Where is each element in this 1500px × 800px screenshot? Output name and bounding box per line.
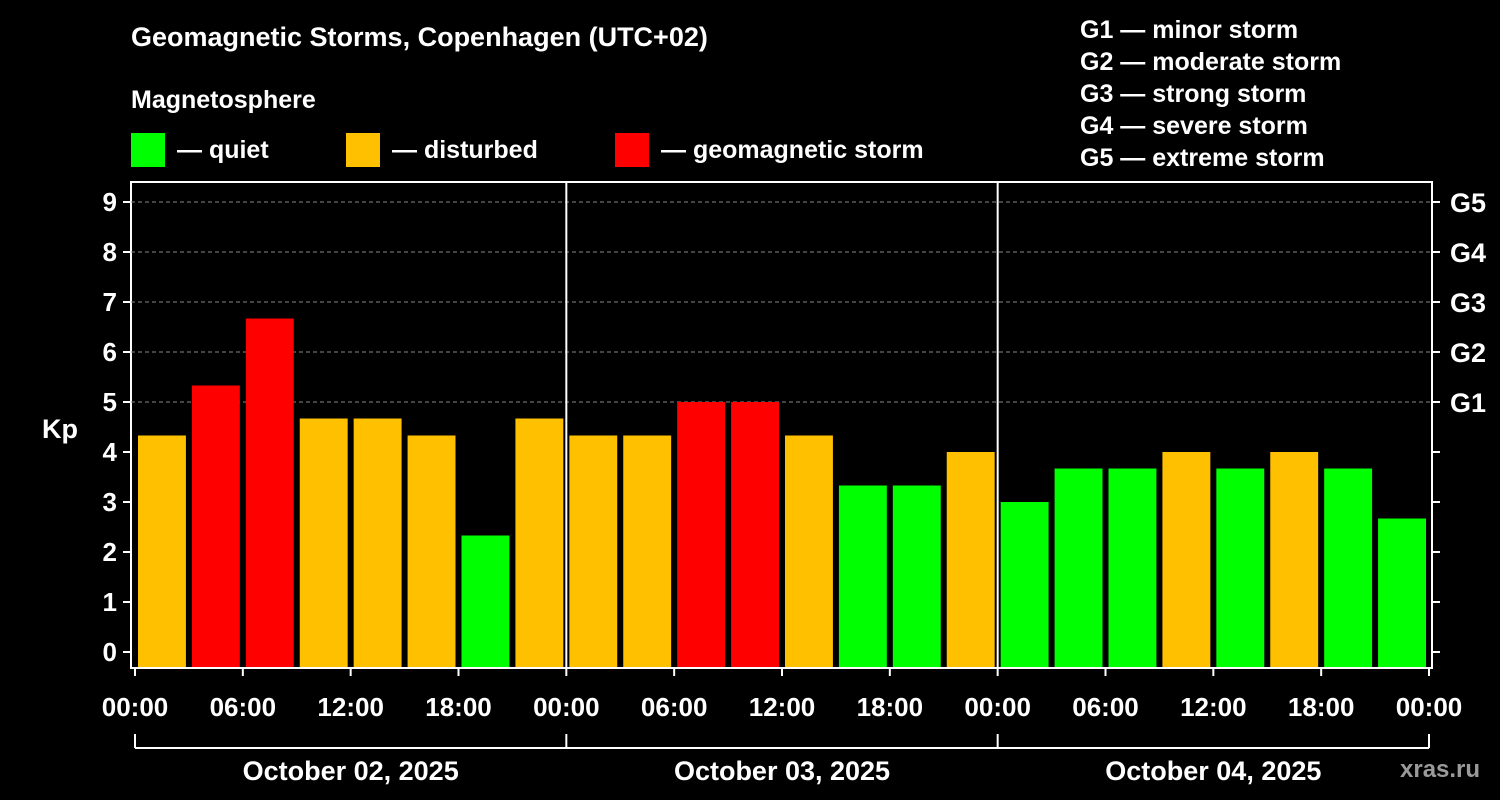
kp-bar-15 — [946, 452, 995, 667]
kp-bar-13 — [838, 485, 887, 667]
y-axis-label: Kp — [42, 414, 78, 444]
legend-label-quiet: — quiet — [177, 135, 269, 164]
kp-bar-8 — [569, 435, 618, 667]
kp-bar-10 — [677, 402, 726, 667]
kp-bar-22 — [1324, 468, 1373, 667]
day-label-1: October 03, 2025 — [674, 756, 890, 786]
g-legend-g2: G2 — moderate storm — [1080, 48, 1342, 76]
kp-bar-12 — [785, 435, 833, 667]
g-label-g3: G3 — [1450, 288, 1486, 318]
x-tick-label-4: 00:00 — [533, 692, 600, 722]
x-tick-label-10: 12:00 — [1180, 692, 1247, 722]
legend-label-disturbed: — disturbed — [392, 135, 538, 164]
y-tick-label-9: 9 — [103, 187, 117, 217]
kp-bar-4 — [353, 418, 402, 667]
x-tick-label-3: 18:00 — [425, 692, 492, 722]
x-tick-label-11: 18:00 — [1288, 692, 1355, 722]
g-label-g4: G4 — [1450, 238, 1486, 268]
kp-bar-0 — [138, 435, 186, 667]
kp-bar-18 — [1108, 468, 1157, 667]
legend-swatch-disturbed — [346, 133, 380, 167]
kp-bar-7 — [515, 418, 564, 667]
x-tick-label-9: 06:00 — [1072, 692, 1139, 722]
kp-bar-20 — [1216, 468, 1265, 667]
legend-quiet: — quiet — [131, 133, 269, 167]
y-tick-label-1: 1 — [103, 587, 117, 617]
g-legend-g3: G3 — strong storm — [1080, 80, 1307, 108]
kp-bar-17 — [1054, 468, 1103, 667]
kp-bar-6 — [461, 535, 510, 667]
y-tick-label-2: 2 — [103, 537, 117, 567]
kp-bar-1 — [191, 385, 240, 667]
kp-bar-14 — [892, 485, 941, 667]
g-scale-legend: G1 — minor storm G2 — moderate storm G3 … — [1080, 14, 1341, 174]
y-tick-label-6: 6 — [103, 337, 117, 367]
kp-bar-16 — [1000, 502, 1049, 667]
kp-bar-23 — [1378, 518, 1426, 667]
x-tick-label-5: 06:00 — [641, 692, 708, 722]
kp-bar-3 — [299, 418, 348, 667]
y-tick-label-8: 8 — [103, 237, 117, 267]
x-tick-label-6: 12:00 — [749, 692, 816, 722]
y-tick-label-4: 4 — [103, 437, 118, 467]
legend-disturbed: — disturbed — [346, 133, 538, 167]
kp-bar-9 — [623, 435, 672, 667]
day-label-0: October 02, 2025 — [243, 756, 459, 786]
day-label-2: October 04, 2025 — [1105, 756, 1321, 786]
kp-bar-21 — [1270, 452, 1319, 667]
legend-swatch-storm — [615, 133, 649, 167]
x-tick-label-2: 12:00 — [317, 692, 384, 722]
x-tick-label-8: 00:00 — [964, 692, 1031, 722]
x-tick-label-7: 18:00 — [857, 692, 924, 722]
kp-bar-2 — [245, 318, 294, 667]
g-legend-g4: G4 — severe storm — [1080, 112, 1308, 140]
kp-bar-11 — [731, 402, 779, 667]
x-tick-label-12: 00:00 — [1396, 692, 1463, 722]
g-legend-g1: G1 — minor storm — [1080, 16, 1299, 44]
chart-subtitle: Magnetosphere — [131, 86, 316, 114]
legend-swatch-quiet — [131, 133, 165, 167]
chart-title: Geomagnetic Storms, Copenhagen (UTC+02) — [131, 22, 708, 52]
legend-label-storm: — geomagnetic storm — [661, 135, 924, 164]
g-label-g5: G5 — [1450, 188, 1486, 218]
y-tick-label-5: 5 — [103, 387, 117, 417]
y-tick-label-3: 3 — [103, 487, 117, 517]
y-tick-label-0: 0 — [103, 637, 117, 667]
g-label-g1: G1 — [1450, 388, 1486, 418]
x-tick-label-0: 00:00 — [102, 692, 169, 722]
g-label-g2: G2 — [1450, 338, 1486, 368]
g-legend-g5: G5 — extreme storm — [1080, 144, 1325, 172]
kp-bar-19 — [1162, 452, 1211, 667]
kp-bar-5 — [407, 435, 456, 667]
x-tick-label-1: 06:00 — [210, 692, 277, 722]
y-tick-label-7: 7 — [103, 287, 117, 317]
watermark: xras.ru — [1400, 756, 1481, 783]
legend-storm: — geomagnetic storm — [615, 133, 924, 167]
